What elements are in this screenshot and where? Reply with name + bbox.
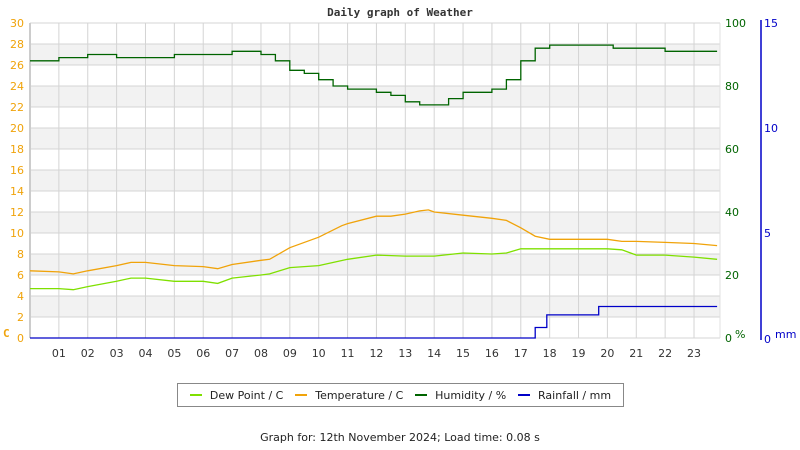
svg-text:30: 30: [10, 17, 24, 30]
footer-status: Graph for: 12th November 2024; Load time…: [260, 431, 540, 444]
chart-title: Daily graph of Weather: [327, 6, 473, 19]
grid-bands: [30, 44, 720, 317]
svg-text:2: 2: [17, 311, 24, 324]
svg-text:28: 28: [10, 38, 24, 51]
grid-band: [30, 128, 720, 149]
svg-text:18: 18: [10, 143, 24, 156]
temperature-swatch: [295, 394, 308, 396]
series-temperature: [29, 209, 718, 275]
svg-text:20: 20: [10, 122, 24, 135]
svg-text:19: 19: [572, 347, 586, 360]
dew-point-swatch: [189, 394, 202, 396]
series-rainfall: [30, 305, 718, 339]
series-humidity: [30, 44, 718, 106]
svg-text:06: 06: [196, 347, 210, 360]
svg-text:22: 22: [10, 101, 24, 114]
svg-text:12: 12: [10, 206, 24, 219]
svg-text:01: 01: [52, 347, 66, 360]
svg-text:C: C: [3, 327, 10, 340]
rainfall-swatch: [518, 394, 531, 396]
svg-text:21: 21: [629, 347, 643, 360]
legend-label: Humidity / %: [435, 388, 507, 402]
svg-text:10: 10: [764, 122, 778, 135]
svg-text:10: 10: [312, 347, 326, 360]
grid-band: [30, 86, 720, 107]
svg-text:14: 14: [427, 347, 441, 360]
grid-band: [30, 44, 720, 65]
axes: [29, 20, 762, 340]
svg-text:mm: mm: [775, 328, 796, 341]
grid-band: [30, 296, 720, 317]
svg-text:04: 04: [138, 347, 152, 360]
svg-text:20: 20: [725, 269, 739, 282]
svg-text:16: 16: [485, 347, 499, 360]
svg-text:26: 26: [10, 59, 24, 72]
svg-text:0: 0: [725, 332, 732, 345]
svg-text:03: 03: [110, 347, 124, 360]
svg-text:18: 18: [543, 347, 557, 360]
legend-item-rainfall: Rainfall / mm: [518, 389, 611, 402]
grid-band: [30, 170, 720, 191]
svg-text:07: 07: [225, 347, 239, 360]
svg-text:5: 5: [764, 227, 771, 240]
chart-legend: Dew Point / C Temperature / C Humidity /…: [177, 383, 624, 407]
svg-text:%: %: [735, 328, 745, 341]
svg-text:16: 16: [10, 164, 24, 177]
svg-text:11: 11: [341, 347, 355, 360]
svg-text:4: 4: [17, 290, 24, 303]
svg-text:14: 14: [10, 185, 24, 198]
legend-label: Temperature / C: [315, 388, 404, 402]
svg-text:8: 8: [17, 248, 24, 261]
legend-item-temperature: Temperature / C: [295, 389, 403, 402]
svg-text:02: 02: [81, 347, 95, 360]
svg-text:6: 6: [17, 269, 24, 282]
series-dew: [30, 248, 718, 291]
svg-text:0: 0: [764, 333, 771, 346]
humidity-swatch: [415, 394, 428, 396]
series-lines: [29, 44, 718, 339]
legend-item-humidity: Humidity / %: [415, 389, 506, 402]
svg-text:12: 12: [369, 347, 383, 360]
svg-text:09: 09: [283, 347, 297, 360]
svg-text:15: 15: [764, 17, 778, 30]
svg-text:17: 17: [514, 347, 528, 360]
svg-text:08: 08: [254, 347, 268, 360]
svg-text:15: 15: [456, 347, 470, 360]
svg-text:100: 100: [725, 17, 746, 30]
grid-band: [30, 254, 720, 275]
legend-item-dew-point: Dew Point / C: [189, 388, 284, 402]
svg-text:05: 05: [167, 347, 181, 360]
svg-text:22: 22: [658, 347, 672, 360]
grid-band: [30, 212, 720, 233]
legend-label: Dew Point / C: [209, 388, 284, 402]
svg-text:80: 80: [725, 80, 739, 93]
svg-text:20: 20: [600, 347, 614, 360]
svg-text:13: 13: [398, 347, 412, 360]
svg-text:0: 0: [17, 332, 24, 345]
svg-text:23: 23: [687, 347, 701, 360]
svg-text:10: 10: [10, 227, 24, 240]
svg-text:40: 40: [725, 206, 739, 219]
legend-label: Rainfall / mm: [538, 388, 612, 402]
svg-text:60: 60: [725, 143, 739, 156]
svg-text:24: 24: [10, 80, 24, 93]
